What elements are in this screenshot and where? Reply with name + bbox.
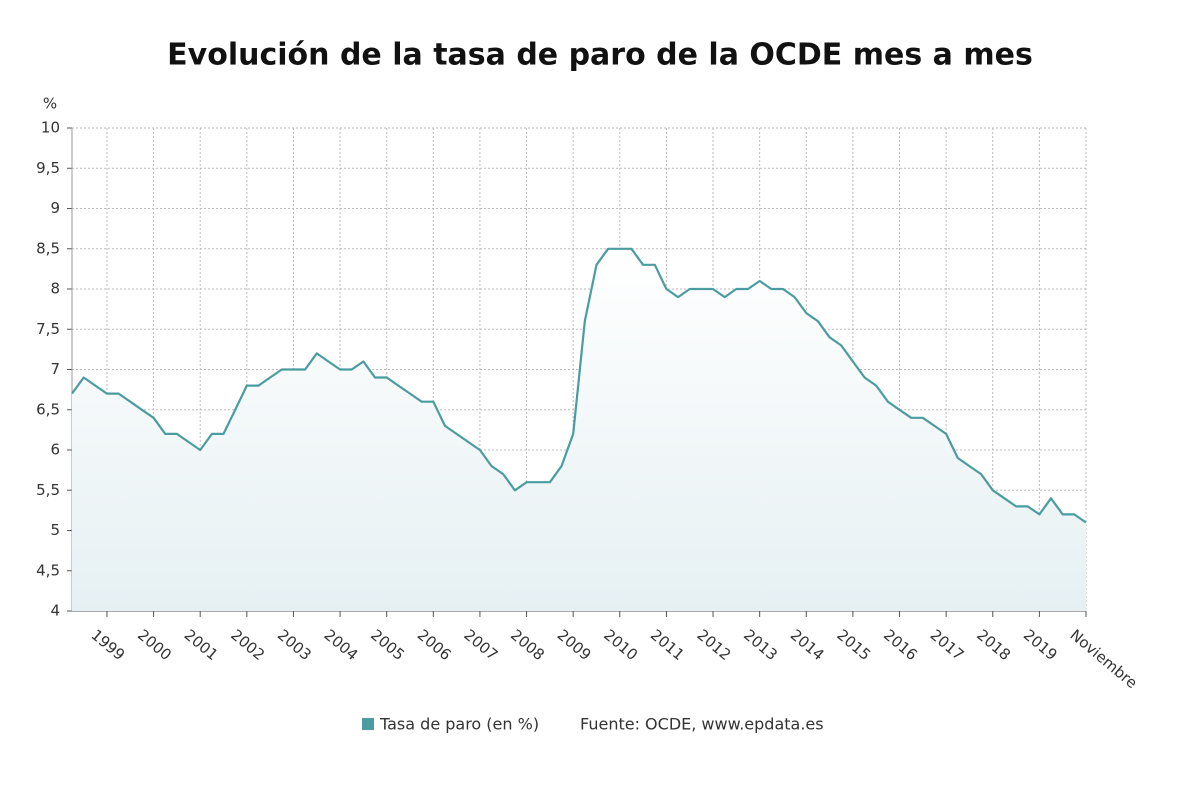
x-tick-label: 2009 bbox=[554, 626, 595, 664]
x-tick-label: 2001 bbox=[181, 626, 222, 664]
area bbox=[72, 248, 1086, 612]
x-tick-label: 2018 bbox=[973, 626, 1014, 664]
x-tick-label: 2004 bbox=[321, 626, 362, 664]
y-tick-label: 5 bbox=[50, 521, 60, 539]
y-tick-label: 9,5 bbox=[36, 159, 60, 177]
x-tick-label: 2006 bbox=[414, 626, 455, 664]
x-tick-label: 2014 bbox=[787, 626, 828, 664]
y-tick-label: 9 bbox=[50, 199, 60, 217]
y-tick-label: 4,5 bbox=[36, 561, 60, 579]
source: Fuente: OCDE, www.epdata.es bbox=[580, 715, 824, 734]
x-tick-label: 2013 bbox=[740, 626, 781, 664]
x-tick-label: 2008 bbox=[507, 626, 548, 664]
x-tick-label: 2003 bbox=[274, 626, 315, 664]
legend: Tasa de paro (en %) Fuente: OCDE, www.ep… bbox=[362, 715, 824, 734]
line bbox=[71, 247, 1087, 524]
y-tick-label: 5,5 bbox=[36, 481, 60, 499]
chart-title: Evolución de la tasa de paro de la OCDE … bbox=[167, 38, 1033, 73]
x-tick-label: 2010 bbox=[600, 626, 641, 664]
legend-swatch bbox=[362, 718, 374, 730]
y-tick-label: 6 bbox=[50, 441, 60, 459]
y-tick-label: 8,5 bbox=[36, 239, 60, 257]
x-tick-label: Noviembre bbox=[1067, 626, 1141, 692]
x-tick-label: 2002 bbox=[227, 626, 268, 664]
x-tick-label: 1999 bbox=[88, 626, 129, 664]
y-tick-label: 7 bbox=[50, 360, 60, 378]
x-tick-label: 2015 bbox=[833, 626, 874, 664]
y-axis-label: % bbox=[43, 95, 57, 113]
x-tick-label: 2019 bbox=[1020, 626, 1061, 664]
x-tick-label: 2011 bbox=[647, 626, 688, 664]
x-tick-label: 2005 bbox=[367, 626, 408, 664]
y-tick-label: 4 bbox=[50, 602, 60, 620]
y-tick-label: 8 bbox=[50, 280, 60, 298]
legend-label: Tasa de paro (en %) bbox=[379, 715, 539, 734]
y-tick-label: 7,5 bbox=[36, 320, 60, 338]
x-tick-label: 2000 bbox=[134, 626, 175, 664]
y-tick-label: 6,5 bbox=[36, 400, 60, 418]
x-tick-label: 2007 bbox=[460, 626, 501, 664]
y-tick-label: 10 bbox=[41, 119, 60, 137]
x-tick-label: 2017 bbox=[927, 626, 968, 664]
x-tick-label: 2012 bbox=[694, 626, 735, 664]
x-tick-label: 2016 bbox=[880, 626, 921, 664]
